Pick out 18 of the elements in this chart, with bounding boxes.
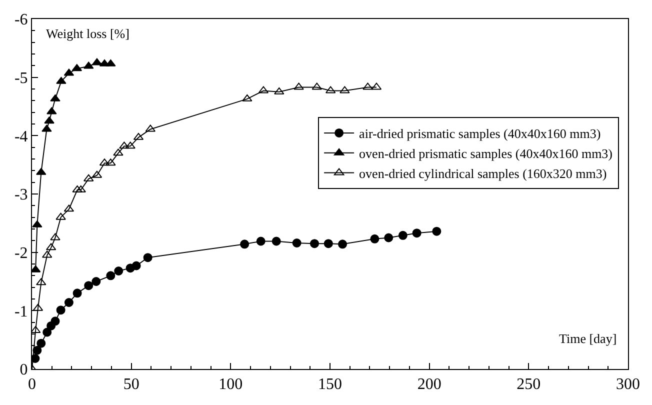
x-tick-label: 50 bbox=[123, 376, 140, 394]
x-axis-title: Time [day] bbox=[559, 331, 617, 346]
y-tick-label: -1 bbox=[14, 303, 28, 320]
legend-label: oven-dried cylindrical samples (160x320 mm3) bbox=[359, 166, 607, 181]
y-tick-label: -3 bbox=[14, 186, 28, 204]
y-tick-label: -6 bbox=[14, 12, 28, 29]
y-tick-label: -4 bbox=[14, 128, 28, 146]
x-tick-label: 250 bbox=[516, 376, 541, 394]
legend-label: oven-dried prismatic samples (40x40x160 mm3) bbox=[359, 146, 613, 161]
x-tick-label: 300 bbox=[616, 376, 640, 394]
y-tick-label: 0 bbox=[20, 362, 28, 379]
legend-label: air-dried prismatic samples (40x40x160 mm3) bbox=[359, 126, 601, 142]
x-tick-label: 150 bbox=[318, 376, 342, 394]
x-tick-label: 200 bbox=[417, 376, 442, 394]
y-tick-label: -5 bbox=[14, 70, 28, 87]
y-tick-label: -2 bbox=[14, 244, 28, 262]
y-axis-title: Weight loss [%] bbox=[46, 26, 130, 41]
x-tick-label: 100 bbox=[218, 376, 243, 394]
